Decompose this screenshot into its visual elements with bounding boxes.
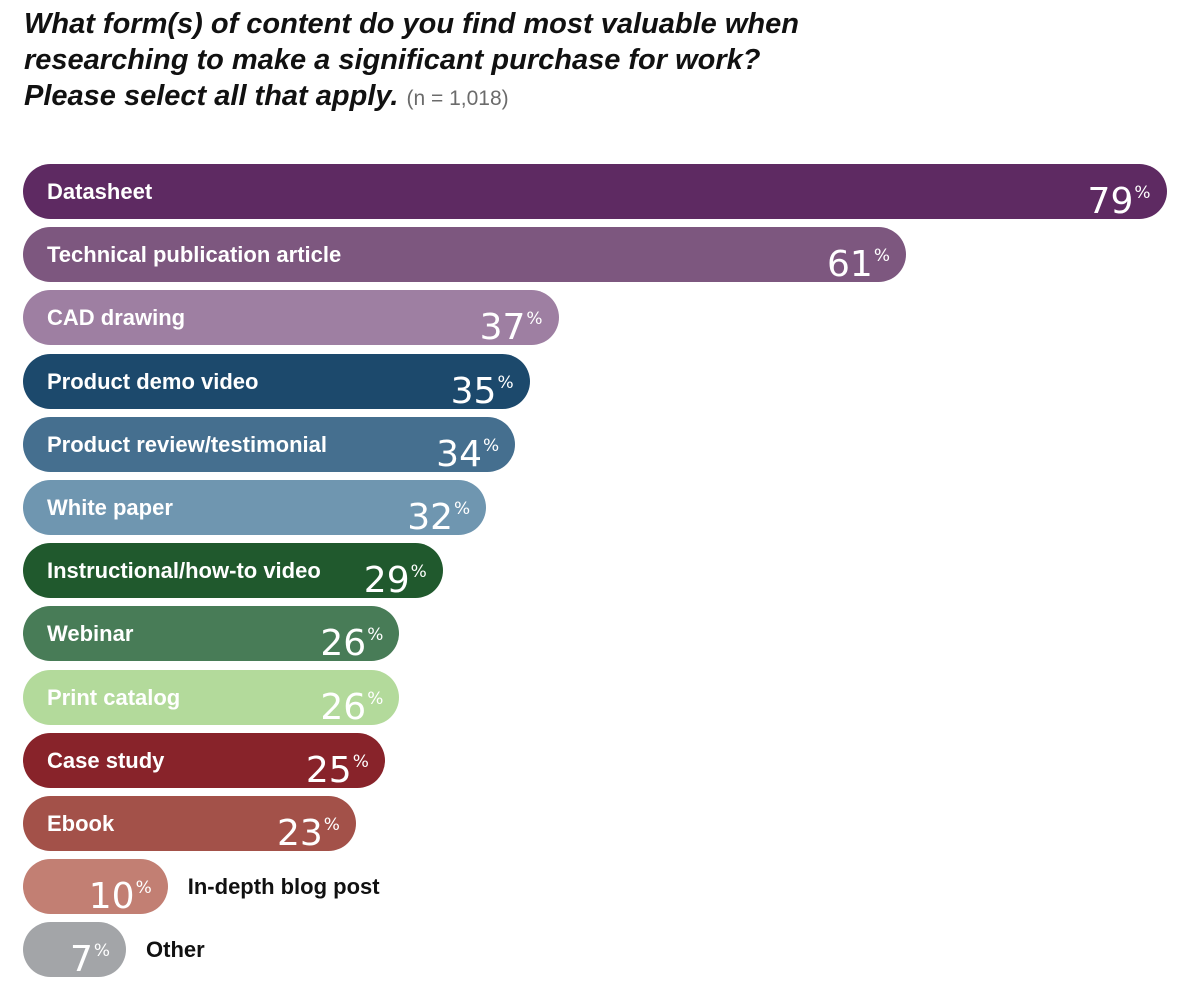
value-number: 10 <box>88 876 135 918</box>
bar-other: 7% Other <box>23 922 205 981</box>
category-label-product-review-testimonial: Product review/testimonial <box>47 431 327 457</box>
bar-webinar: 26% Webinar <box>23 606 400 665</box>
value-label-print-catalog: 26% <box>320 670 384 728</box>
sample-size-note: (n = 1,018) <box>406 87 509 110</box>
value-unit: % <box>410 562 427 583</box>
value-label-datasheet: 79% <box>1087 164 1151 222</box>
title-line-3: Please select all that apply. <box>24 80 399 112</box>
value-label-in-depth-blog-post: 10% <box>88 859 152 918</box>
category-label-ebook: Ebook <box>47 811 115 836</box>
value-unit: % <box>873 246 890 267</box>
category-label-instructional-how-to-video: Instructional/how-to video <box>47 558 321 584</box>
bar-ebook: 23% Ebook <box>23 796 356 854</box>
bar-datasheet: 79% Datasheet <box>23 164 1167 222</box>
bar-technical-publication-article: 61% Technical publication article <box>23 227 906 286</box>
value-unit: % <box>352 751 369 772</box>
chart-title: What form(s) of content do you find most… <box>24 6 1164 117</box>
bar-instructional-how-to-video: 29% Instructional/how-to video <box>23 543 443 602</box>
category-label-cad-drawing: CAD drawing <box>47 305 186 331</box>
title-line-2: researching to make a significant purcha… <box>24 44 761 76</box>
value-number: 37 <box>479 307 526 349</box>
value-number: 35 <box>450 370 497 412</box>
value-number: 34 <box>436 433 482 475</box>
value-unit: % <box>367 625 384 646</box>
bar-case-study: 25% Case study <box>23 732 385 791</box>
value-label-instructional-how-to-video: 29% <box>363 543 427 602</box>
value-label-product-review-testimonial: 34% <box>436 417 500 475</box>
value-label-cad-drawing: 37% <box>479 290 543 349</box>
category-label-in-depth-blog-post: In-depth blog post <box>187 874 380 900</box>
value-number: 23 <box>276 813 323 854</box>
value-number: 79 <box>1087 181 1134 222</box>
bar-white-paper: 32% White paper <box>23 480 487 538</box>
value-unit: % <box>1134 183 1151 203</box>
value-unit: % <box>454 499 471 519</box>
value-unit: % <box>323 815 340 835</box>
category-label-other: Other <box>146 937 205 963</box>
value-unit: % <box>135 878 152 899</box>
value-number: 7 <box>69 939 93 981</box>
value-label-case-study: 25% <box>305 733 369 791</box>
title-line-1: What form(s) of content do you find most… <box>24 8 799 40</box>
value-unit: % <box>93 941 110 962</box>
value-unit: % <box>482 435 500 456</box>
value-label-product-demo-video: 35% <box>450 354 514 412</box>
value-number: 26 <box>320 623 367 665</box>
category-label-print-catalog: Print catalog <box>47 684 181 710</box>
category-label-webinar: Webinar <box>47 621 134 647</box>
value-number: 25 <box>305 749 352 791</box>
value-unit: % <box>497 372 514 393</box>
category-label-case-study: Case study <box>47 747 165 773</box>
value-number: 32 <box>407 497 454 538</box>
category-label-product-demo-video: Product demo video <box>47 368 259 394</box>
value-number: 26 <box>320 686 367 728</box>
bar-product-demo-video: 35% Product demo video <box>23 353 530 412</box>
value-number: 61 <box>827 244 873 286</box>
bar-print-catalog: 26% Print catalog <box>23 669 400 728</box>
bar-in-depth-blog-post: 10% In-depth blog post <box>23 859 380 918</box>
value-label-webinar: 26% <box>320 606 384 665</box>
category-label-technical-publication-article: Technical publication article <box>47 242 342 268</box>
value-unit: % <box>367 688 384 709</box>
value-label-white-paper: 32% <box>407 480 471 538</box>
title-line-3-row: Please select all that apply. (n = 1,018) <box>24 78 1164 117</box>
value-label-technical-publication-article: 61% <box>827 227 890 286</box>
value-label-ebook: 23% <box>276 796 340 854</box>
bar-cad-drawing: 37% CAD drawing <box>23 290 559 349</box>
value-unit: % <box>526 309 543 330</box>
bar-product-review-testimonial: 34% Product review/testimonial <box>23 416 516 475</box>
category-label-datasheet: Datasheet <box>47 179 153 204</box>
value-label-other: 7% <box>69 922 110 981</box>
value-number: 29 <box>363 560 410 602</box>
category-label-white-paper: White paper <box>47 495 173 520</box>
